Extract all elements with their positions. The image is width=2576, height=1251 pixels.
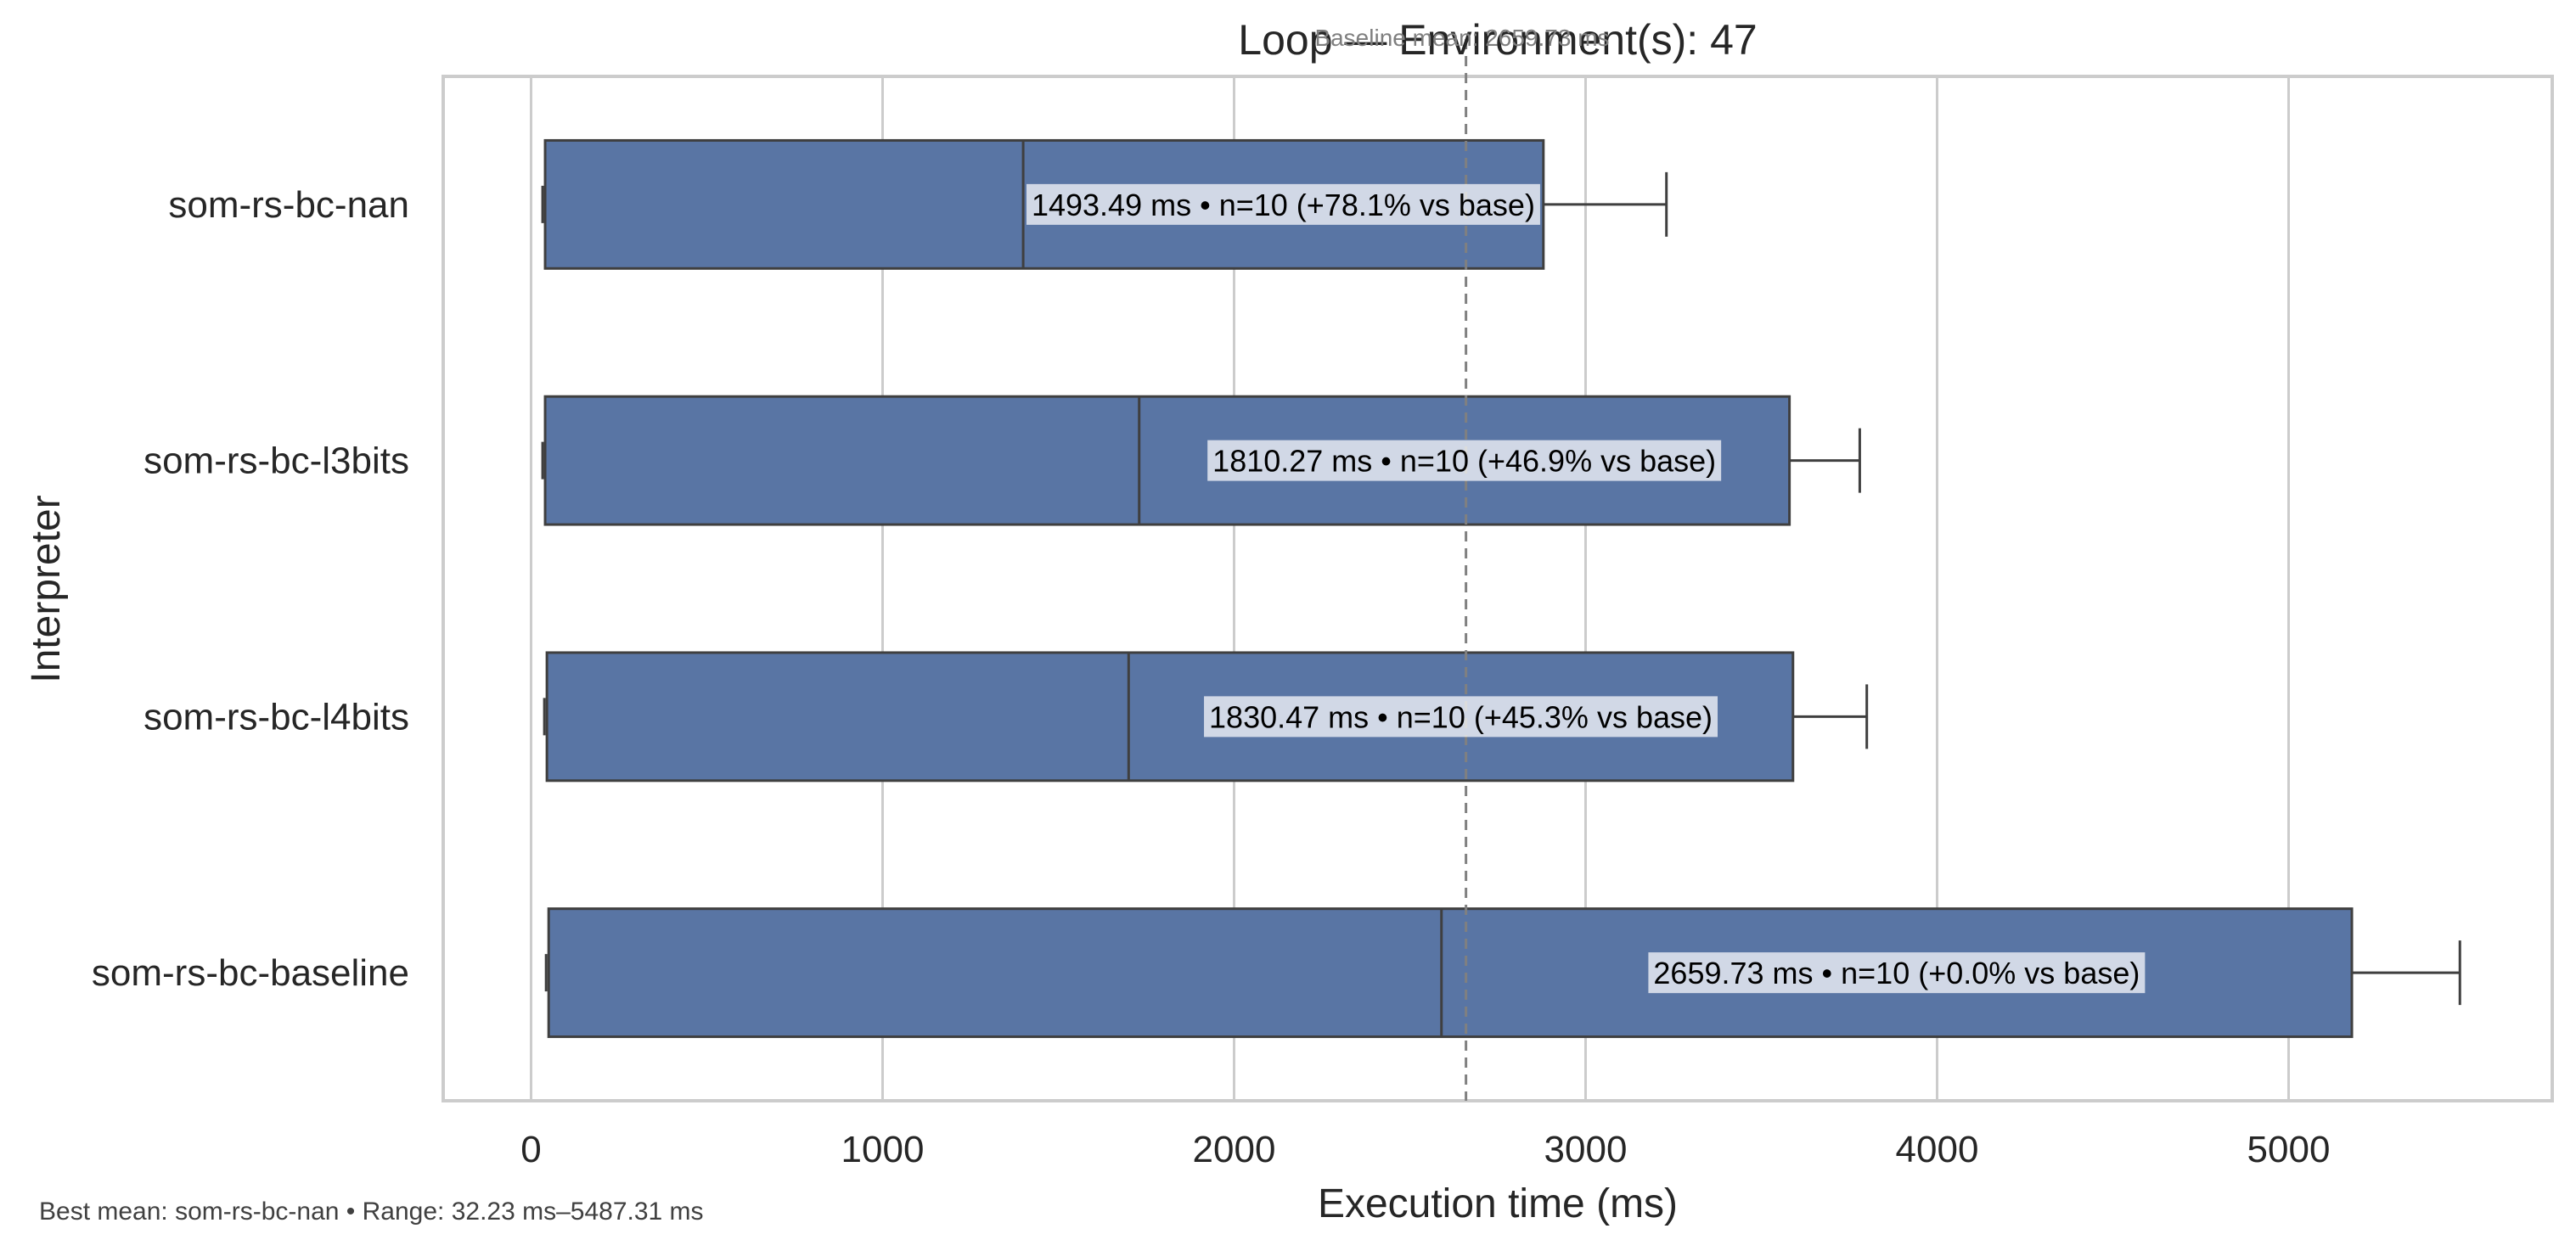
bar-label-background xyxy=(1026,183,1540,225)
x-tick-label: 0 xyxy=(520,1129,541,1170)
x-tick-label: 3000 xyxy=(1544,1129,1628,1170)
bar-label-background xyxy=(1207,440,1722,481)
x-tick-label: 5000 xyxy=(2247,1129,2331,1170)
x-axis-title: Execution time (ms) xyxy=(1318,1181,1678,1226)
x-tick-label: 2000 xyxy=(1193,1129,1276,1170)
bar-label: 1810.27 ms • n=10 (+46.9% vs base) xyxy=(1212,444,1716,479)
y-tick-labels: som-rs-bc-nan som-rs-bc-l3bits som-rs-bc-l… xyxy=(92,184,409,994)
y-tick-label: som-rs-bc-l4bits xyxy=(143,696,409,738)
bar-label: 1830.47 ms • n=10 (+45.3% vs base) xyxy=(1209,699,1713,734)
baseline-label: Baseline mean: 2659.73 ms xyxy=(1314,25,1609,51)
bar-label: 1493.49 ms • n=10 (+78.1% vs base) xyxy=(1032,188,1535,222)
bars xyxy=(541,138,2461,1039)
x-tick-labels: 0 1000 2000 3000 4000 5000 xyxy=(520,1129,2330,1170)
footer-summary: Best mean: som-rs-bc-nan • Range: 32.23 … xyxy=(39,1198,704,1226)
y-tick-label: som-rs-bc-baseline xyxy=(92,952,409,994)
x-tick-label: 1000 xyxy=(841,1129,925,1170)
x-tick-label: 4000 xyxy=(1896,1129,1979,1170)
y-tick-label: som-rs-bc-nan xyxy=(168,184,409,226)
y-axis-title: Interpreter xyxy=(24,495,69,682)
bar-labels: 1493.49 ms • n=10 (+78.1% vs base) 1810.2… xyxy=(1026,183,2146,994)
bar-label-background xyxy=(1648,952,2146,994)
chart-title: Loop — Environment(s): 47 xyxy=(1238,16,1757,64)
bar-label: 2659.73 ms • n=10 (+0.0% vs base) xyxy=(1653,956,2140,990)
plot-area-frame xyxy=(442,75,2554,1102)
bar-label-background xyxy=(1204,696,1718,738)
y-tick-label: som-rs-bc-l3bits xyxy=(143,440,409,482)
